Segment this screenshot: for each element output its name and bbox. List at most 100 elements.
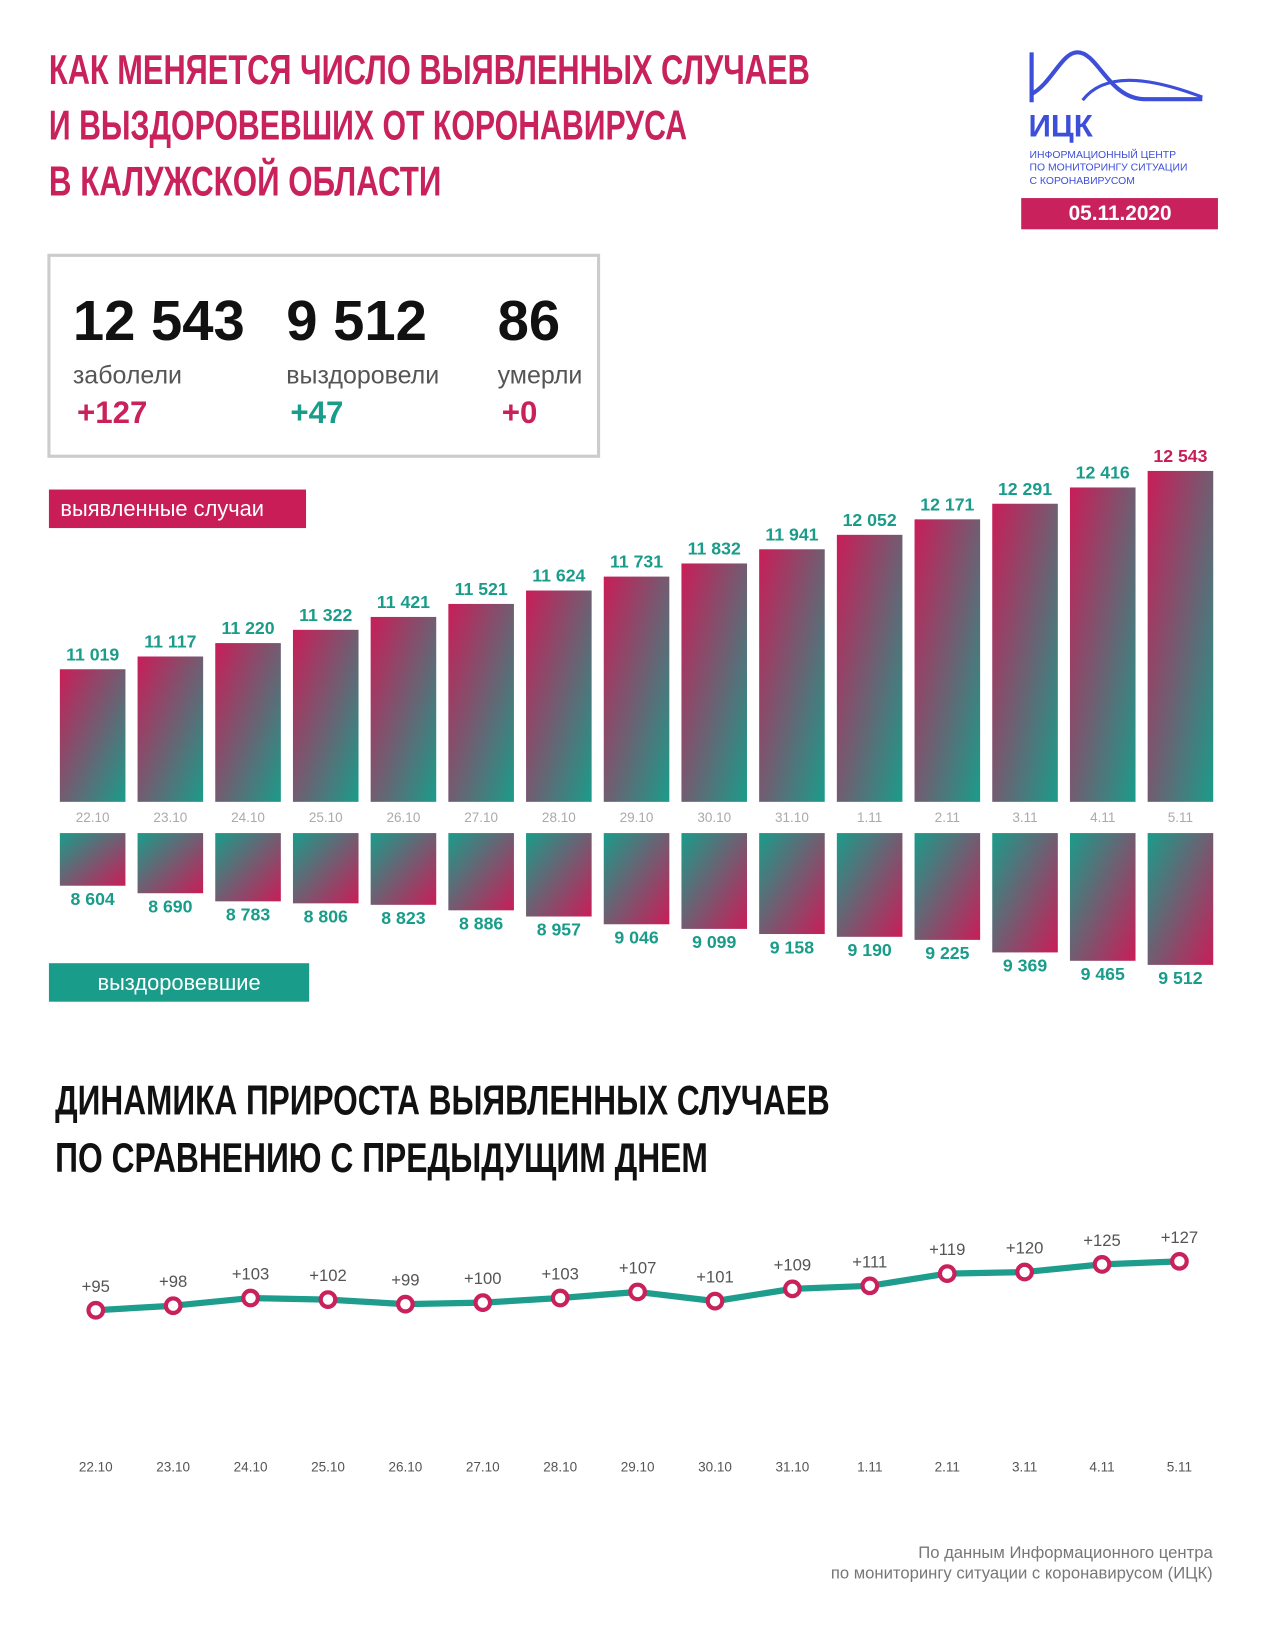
x-tick-label: 31.10 bbox=[775, 1460, 809, 1475]
point bbox=[473, 1293, 493, 1313]
value-label: +100 bbox=[464, 1269, 501, 1288]
bar bbox=[603, 576, 670, 802]
value-label: 11 941 bbox=[765, 524, 818, 544]
value-label: 11 117 bbox=[144, 632, 196, 652]
summary-value: 12 543 bbox=[73, 289, 245, 352]
bar bbox=[836, 534, 903, 802]
point bbox=[1170, 1251, 1189, 1271]
title-line: В КАЛУЖСКОЙ ОБЛАСТИ bbox=[49, 157, 441, 205]
x-tick-label: 31.10 bbox=[775, 810, 809, 825]
bar bbox=[526, 590, 592, 802]
bar bbox=[137, 833, 204, 894]
bar bbox=[681, 563, 748, 802]
x-tick-label: 26.10 bbox=[388, 1460, 422, 1475]
bar bbox=[370, 833, 437, 905]
point bbox=[1015, 1262, 1034, 1282]
x-tick-label: 29.10 bbox=[620, 810, 654, 825]
value-label: +107 bbox=[619, 1258, 656, 1277]
bar bbox=[759, 549, 825, 802]
point bbox=[86, 1300, 106, 1320]
bar bbox=[1069, 833, 1136, 961]
bar bbox=[992, 833, 1058, 953]
x-tick-label: 25.10 bbox=[311, 1460, 345, 1475]
value-label: 11 521 bbox=[455, 579, 508, 599]
value-label: 9 369 bbox=[1003, 956, 1047, 976]
value-label: 8 690 bbox=[148, 896, 192, 916]
value-label: 12 416 bbox=[1076, 463, 1130, 483]
bar bbox=[759, 833, 825, 935]
summary-change: +0 bbox=[502, 395, 538, 430]
point bbox=[550, 1288, 570, 1308]
value-label: 11 220 bbox=[221, 618, 274, 638]
value-label: 11 322 bbox=[299, 605, 352, 625]
x-tick-label: 4.11 bbox=[1089, 1460, 1114, 1475]
value-label: 8 886 bbox=[459, 914, 503, 934]
bar bbox=[914, 833, 981, 940]
legend-tag bbox=[48, 963, 310, 1002]
title-line: И ВЫЗДОРОВЕВШИХ ОТ КОРОНАВИРУСА bbox=[49, 101, 687, 148]
x-tick-label: 1.11 bbox=[857, 810, 882, 825]
logo-subtitle: ПО МОНИТОРИНГУ СИТУАЦИИ bbox=[1030, 163, 1188, 174]
bar bbox=[1147, 470, 1214, 802]
value-label: 9 046 bbox=[614, 928, 658, 948]
summary-value: 9 512 bbox=[286, 289, 427, 352]
value-label: 11 019 bbox=[66, 644, 119, 664]
x-tick-label: 22.10 bbox=[79, 1460, 113, 1475]
point bbox=[396, 1294, 415, 1314]
x-tick-label: 23.10 bbox=[153, 810, 187, 825]
summary-label: умерли bbox=[498, 362, 583, 390]
bar bbox=[992, 503, 1058, 802]
value-label: 11 624 bbox=[532, 566, 585, 586]
value-label: 11 832 bbox=[688, 539, 741, 559]
bar bbox=[914, 519, 981, 802]
x-tick-label: 30.10 bbox=[697, 810, 731, 825]
x-tick-label: 28.10 bbox=[543, 1460, 577, 1475]
value-label: 12 171 bbox=[920, 494, 974, 514]
x-tick-label: 25.10 bbox=[309, 810, 343, 825]
value-label: +119 bbox=[929, 1240, 965, 1259]
value-label: 8 806 bbox=[304, 907, 348, 927]
x-tick-label: 26.10 bbox=[387, 810, 421, 825]
value-label: +111 bbox=[852, 1252, 887, 1271]
logo: ИЦК ИНФОРМАЦИОННЫЙ ЦЕНТР ПО МОНИТОРИНГУ … bbox=[1028, 50, 1203, 187]
bar bbox=[292, 629, 359, 802]
x-tick-label: 5.11 bbox=[1168, 810, 1193, 825]
summary-change: +47 bbox=[290, 395, 343, 430]
x-tick-label: 2.11 bbox=[935, 1460, 960, 1475]
summary-label: заболели bbox=[73, 362, 182, 390]
logo-subtitle: ИНФОРМАЦИОННЫЙ ЦЕНТР bbox=[1030, 148, 1177, 161]
legend-tag bbox=[48, 489, 307, 529]
value-label: 11 421 bbox=[377, 592, 430, 612]
footer-line: По данным Информационного центра bbox=[918, 1543, 1213, 1562]
date: 05.11.2020 bbox=[1069, 202, 1172, 225]
summary-value: 86 bbox=[498, 289, 561, 352]
bar bbox=[836, 833, 903, 937]
point bbox=[163, 1296, 183, 1316]
x-tick-label: 2.11 bbox=[935, 810, 960, 825]
x-tick-label: 30.10 bbox=[698, 1460, 732, 1475]
point bbox=[860, 1276, 880, 1296]
bar bbox=[59, 833, 126, 886]
logo-subtitle: С КОРОНАВИРУСОМ bbox=[1030, 176, 1135, 187]
value-label: +103 bbox=[232, 1265, 269, 1284]
value-label: +120 bbox=[1006, 1239, 1043, 1258]
value-label: 12 052 bbox=[843, 510, 897, 530]
x-tick-label: 24.10 bbox=[231, 810, 265, 825]
value-label: 8 604 bbox=[71, 889, 115, 909]
bar bbox=[59, 669, 126, 802]
value-label: +102 bbox=[309, 1266, 346, 1285]
value-label: 9 158 bbox=[770, 937, 814, 957]
value-label: 9 512 bbox=[1158, 968, 1202, 988]
title-line: КАК МЕНЯЕТСЯ ЧИСЛО ВЫЯВЛЕННЫХ СЛУЧАЕВ bbox=[49, 46, 810, 93]
legend-label: выздоровевшие bbox=[97, 970, 260, 995]
point bbox=[628, 1282, 647, 1302]
logo-name: ИЦК bbox=[1028, 109, 1093, 144]
value-label: 8 823 bbox=[381, 908, 425, 928]
x-tick-label: 1.11 bbox=[857, 1460, 882, 1475]
bar bbox=[215, 833, 281, 902]
bar bbox=[1147, 833, 1214, 965]
x-tick-label: 4.11 bbox=[1090, 810, 1115, 825]
value-label: +95 bbox=[82, 1277, 110, 1296]
x-tick-label: 3.11 bbox=[1012, 1460, 1037, 1475]
